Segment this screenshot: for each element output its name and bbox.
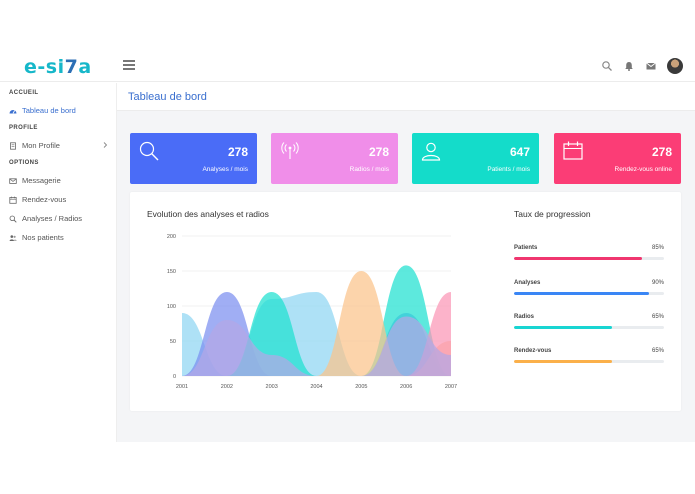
x-tick-label: 2006 xyxy=(400,384,412,390)
area-chart: 0 50 100 150 200 2001 2002 2003 2004 2005 2006 2007 xyxy=(167,234,457,390)
progress-track xyxy=(514,257,664,260)
search-icon xyxy=(9,215,17,223)
y-tick-label: 0 xyxy=(173,374,176,380)
stat-card-value: 278 xyxy=(227,145,248,159)
brand-logo[interactable]: e-si7a xyxy=(24,56,92,78)
stat-card-value: 647 xyxy=(509,145,530,159)
progress-fill xyxy=(514,360,612,363)
progress-name: Patients xyxy=(514,245,538,251)
sidebar-item-label: Mon Profile xyxy=(22,141,60,150)
sidebar-item-label: Nos patients xyxy=(22,233,64,242)
stat-card-label: Radios / mois xyxy=(349,166,389,173)
stat-card-analyses[interactable]: 278 Analyses / mois xyxy=(130,133,257,184)
menu-icon[interactable] xyxy=(123,60,135,70)
sidebar-item-label: Tableau de bord xyxy=(22,106,76,115)
stat-card-label: Rendez-vous online xyxy=(614,166,672,173)
progress-track xyxy=(514,360,664,363)
avatar[interactable] xyxy=(667,58,683,74)
user-icon xyxy=(421,142,441,161)
main-content: Tableau de bord 278 Analyses / mois 278 … xyxy=(117,83,695,442)
progress-value: 65% xyxy=(651,314,664,320)
stat-card-rendez-vous[interactable]: 278 Rendez-vous online xyxy=(554,133,681,184)
sidebar-item-rendez-vous[interactable]: Rendez-vous xyxy=(0,190,116,209)
stats-panel: Evolution des analyses et radios 0 50 100 1… xyxy=(130,192,681,411)
bell-icon[interactable] xyxy=(623,60,635,72)
progress-name: Radios xyxy=(514,314,535,320)
progress-title: Taux de progression xyxy=(514,209,591,219)
progress-value: 85% xyxy=(651,245,664,251)
top-actions xyxy=(601,58,683,74)
x-tick-label: 2004 xyxy=(310,384,322,390)
stat-card-radios[interactable]: 278 Radios / mois xyxy=(271,133,398,184)
progress-value: 90% xyxy=(651,280,664,286)
progress-fill xyxy=(514,257,642,260)
page-header: Tableau de bord xyxy=(117,83,695,111)
document-icon xyxy=(10,141,16,150)
logo-text-end: a xyxy=(78,56,92,78)
progress-fill xyxy=(514,292,649,295)
x-tick-label: 2001 xyxy=(176,384,188,390)
top-bar: e-si7a xyxy=(0,50,695,82)
y-tick-label: 50 xyxy=(170,339,176,345)
progress-row-patients: Patients 85% xyxy=(514,245,664,267)
progress-row-analyses: Analyses 90% xyxy=(514,280,664,302)
progress-row-radios: Radios 65% xyxy=(514,314,664,336)
calendar-icon xyxy=(9,196,17,204)
chevron-right-icon xyxy=(103,142,108,148)
sidebar-item-mon-profile[interactable]: Mon Profile xyxy=(0,136,116,155)
x-tick-label: 2003 xyxy=(266,384,278,390)
mail-icon xyxy=(9,177,17,184)
users-icon xyxy=(9,234,17,241)
sidebar-section-accueil: ACCUEIL xyxy=(9,90,39,96)
progress-value: 65% xyxy=(651,348,664,354)
sidebar-item-label: Messagerie xyxy=(22,176,61,185)
stat-card-value: 278 xyxy=(651,145,672,159)
calendar-icon xyxy=(563,141,583,160)
chart-title: Evolution des analyses et radios xyxy=(147,209,269,219)
search-icon xyxy=(139,141,159,161)
progress-track xyxy=(514,292,664,295)
sidebar-item-analyses-radios[interactable]: Analyses / Radios xyxy=(0,209,116,228)
logo-text-accent: 7 xyxy=(64,56,79,78)
sidebar-item-nos-patients[interactable]: Nos patients xyxy=(0,228,116,247)
progress-row-rendez-vous: Rendez-vous 65% xyxy=(514,348,664,370)
y-tick-label: 150 xyxy=(167,269,176,275)
mail-icon[interactable] xyxy=(645,60,657,72)
stat-card-label: Analyses / mois xyxy=(202,166,248,173)
sidebar: ACCUEIL Tableau de bord PROFILE Mon Prof… xyxy=(0,83,117,442)
y-tick-label: 200 xyxy=(167,234,176,240)
sidebar-item-messagerie[interactable]: Messagerie xyxy=(0,171,116,190)
x-tick-label: 2002 xyxy=(221,384,233,390)
dashboard-icon xyxy=(9,109,17,114)
stat-card-value: 278 xyxy=(368,145,389,159)
logo-text-main: e-si xyxy=(24,56,65,78)
sidebar-item-label: Analyses / Radios xyxy=(22,214,83,223)
x-tick-label: 2007 xyxy=(445,384,457,390)
stat-card-patients[interactable]: 647 Patients / mois xyxy=(412,133,539,184)
stat-card-label: Patients / mois xyxy=(487,166,530,173)
x-tick-label: 2005 xyxy=(355,384,367,390)
progress-name: Analyses xyxy=(514,280,541,286)
page-title: Tableau de bord xyxy=(128,91,207,103)
progress-fill xyxy=(514,326,612,329)
sidebar-item-label: Rendez-vous xyxy=(22,195,67,204)
sidebar-section-options: OPTIONS xyxy=(9,160,39,166)
search-icon[interactable] xyxy=(601,60,613,72)
y-tick-label: 100 xyxy=(167,304,176,310)
progress-track xyxy=(514,326,664,329)
area-series-5 xyxy=(182,316,451,376)
progress-name: Rendez-vous xyxy=(514,348,552,354)
antenna-icon xyxy=(281,142,299,159)
app-window: e-si7a ACCUEIL Tableau de bord PROFILE M… xyxy=(0,50,695,442)
sidebar-section-profile: PROFILE xyxy=(9,125,38,131)
sidebar-item-tableau-de-bord[interactable]: Tableau de bord xyxy=(0,101,116,120)
